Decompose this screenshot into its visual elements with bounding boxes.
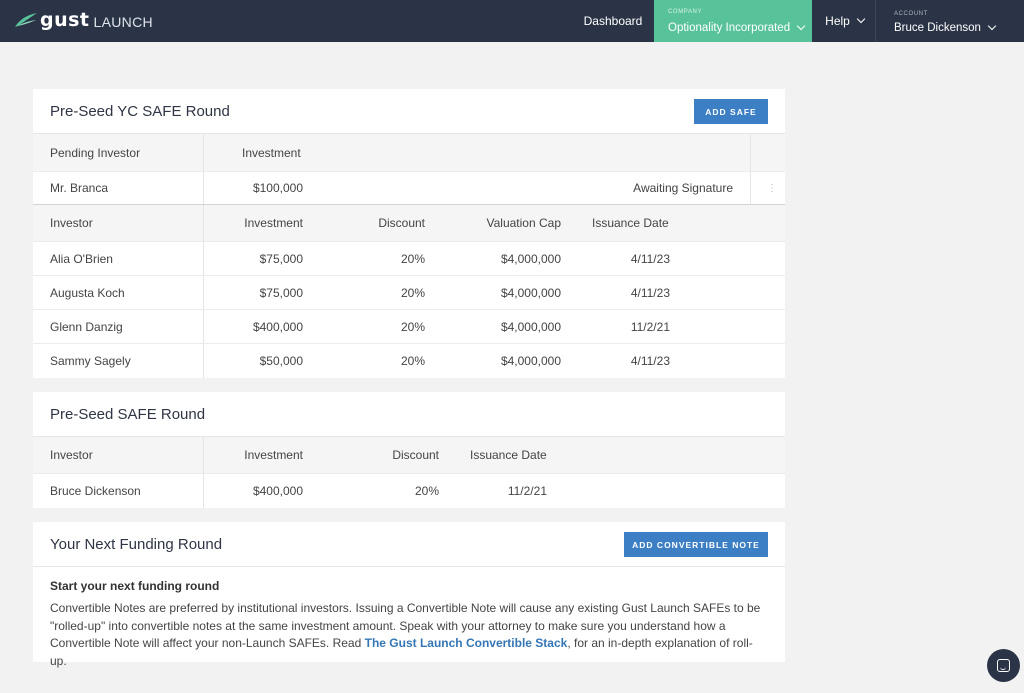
valuation-cap: $4,000,000 (500, 319, 561, 334)
discount-value: 20% (400, 251, 425, 266)
discount-value: 20% (400, 319, 425, 334)
column-header: Issuance Date (592, 216, 669, 230)
investors-table-header: Investor Investment Discount Issuance Da… (33, 437, 785, 474)
description-text: Convertible Notes are preferred by insti… (50, 600, 768, 670)
company-name: Optionality Incorporated (668, 22, 791, 34)
investment-amount: $75,000 (259, 285, 303, 300)
pending-table-header: Pending Investor Investment (33, 134, 785, 172)
column-header: Valuation Cap (486, 216, 562, 230)
description-text-part: , for an in-depth explanation of roll-up… (50, 636, 753, 668)
chevron-down-icon (796, 21, 806, 31)
investment-amount: $400,000 (252, 319, 303, 334)
issuance-date: 4/11/23 (630, 285, 670, 300)
add-convertible-note-button[interactable]: ADD CONVERTIBLE NOTE (624, 532, 768, 557)
card-title: Your Next Funding Round (50, 535, 223, 553)
gust-leaf-logo-icon (15, 13, 37, 27)
account-caption: ACCOUNT (894, 11, 928, 17)
card-title: Pre-Seed SAFE Round (50, 405, 206, 423)
add-safe-button[interactable]: ADD SAFE (694, 99, 768, 124)
investment-amount: $50,000 (259, 354, 303, 368)
safe-round-card: Pre-Seed SAFE Round Investor Investment … (33, 392, 785, 508)
valuation-cap: $4,000,000 (500, 285, 561, 300)
valuation-cap: $4,000,000 (500, 251, 561, 266)
chat-icon (997, 659, 1010, 672)
investment-amount: $75,000 (259, 251, 303, 266)
status-text: Awaiting Signature (633, 181, 733, 195)
section-heading: Start your next funding round (50, 579, 220, 593)
company-switcher-dropdown[interactable]: COMPANY Optionality Incorporated (654, 0, 812, 42)
column-header: Discount (392, 448, 439, 462)
yc-safe-round-card: Pre-Seed YC SAFE Round ADD SAFE Pending … (33, 89, 785, 378)
table-row[interactable]: Augusta Koch $75,000 20% $4,000,000 4/11… (33, 276, 785, 310)
discount-value: 20% (400, 354, 425, 368)
gust-launch-logo[interactable]: gust LAUNCH (14, 9, 153, 31)
investment-amount: $100,000 (252, 181, 303, 195)
table-row[interactable]: Alia O'Brien $75,000 20% $4,000,000 4/11… (33, 242, 785, 276)
convertible-stack-link[interactable]: The Gust Launch Convertible Stack (364, 636, 568, 650)
brand-suffix: LAUNCH (93, 13, 153, 30)
column-header: Investment (242, 145, 301, 160)
investor-name: Glenn Danzig (50, 319, 123, 334)
investor-name: Bruce Dickenson (50, 484, 141, 498)
description-text-part: Convertible Notes are preferred by insti… (50, 601, 761, 650)
column-header: Discount (378, 216, 425, 230)
investor-name: Sammy Sagely (50, 354, 131, 368)
table-row[interactable]: Sammy Sagely $50,000 20% $4,000,000 4/11… (33, 344, 785, 378)
issuance-date: 11/2/21 (507, 484, 547, 498)
account-name: Bruce Dickenson (894, 22, 981, 34)
next-round-description: Start your next funding round Convertibl… (33, 567, 785, 670)
nav-dashboard-link[interactable]: Dashboard (583, 14, 643, 28)
brand-name: gust (40, 9, 90, 31)
discount-value: 20% (400, 285, 425, 300)
chevron-down-icon (987, 21, 997, 31)
discount-value: 20% (414, 484, 439, 498)
investor-name: Augusta Koch (50, 285, 125, 300)
chat-launcher-button[interactable] (987, 649, 1020, 682)
column-header: Pending Investor (50, 145, 141, 160)
issuance-date: 11/2/21 (630, 319, 670, 334)
column-header: Issuance Date (470, 448, 547, 462)
card-header: Pre-Seed SAFE Round (33, 392, 785, 437)
account-menu-dropdown[interactable]: ACCOUNT Bruce Dickenson (877, 0, 1024, 42)
next-funding-round-card: Your Next Funding Round ADD CONVERTIBLE … (33, 522, 785, 668)
investors-table-header: Investor Investment Discount Valuation C… (33, 205, 785, 242)
issuance-date: 4/11/23 (630, 251, 670, 266)
column-header: Investor (50, 216, 93, 230)
card-title: Pre-Seed YC SAFE Round (50, 102, 230, 120)
investor-name: Mr. Branca (50, 181, 109, 195)
help-menu-dropdown[interactable]: Help (814, 0, 876, 42)
kebab-menu-icon[interactable]: ⋮ (767, 182, 777, 194)
pending-table-row[interactable]: Mr. Branca $100,000 Awaiting Signature ⋮ (33, 172, 785, 205)
column-header: Investor (50, 448, 93, 462)
card-header: Your Next Funding Round ADD CONVERTIBLE … (33, 522, 785, 567)
help-label: Help (825, 14, 850, 28)
investor-name: Alia O'Brien (50, 251, 113, 266)
issuance-date: 4/11/23 (630, 354, 670, 368)
table-row[interactable]: Glenn Danzig $400,000 20% $4,000,000 11/… (33, 310, 785, 344)
column-header: Investment (244, 216, 303, 230)
table-row[interactable]: Bruce Dickenson $400,000 20% 11/2/21 (33, 474, 785, 508)
investment-amount: $400,000 (252, 484, 303, 498)
card-header: Pre-Seed YC SAFE Round ADD SAFE (33, 89, 785, 134)
valuation-cap: $4,000,000 (500, 354, 561, 368)
company-caption: COMPANY (668, 9, 703, 15)
top-navigation-bar: gust LAUNCH Dashboard COMPANY Optionalit… (0, 0, 1024, 42)
column-header: Investment (244, 448, 303, 462)
chevron-down-icon (856, 14, 866, 24)
